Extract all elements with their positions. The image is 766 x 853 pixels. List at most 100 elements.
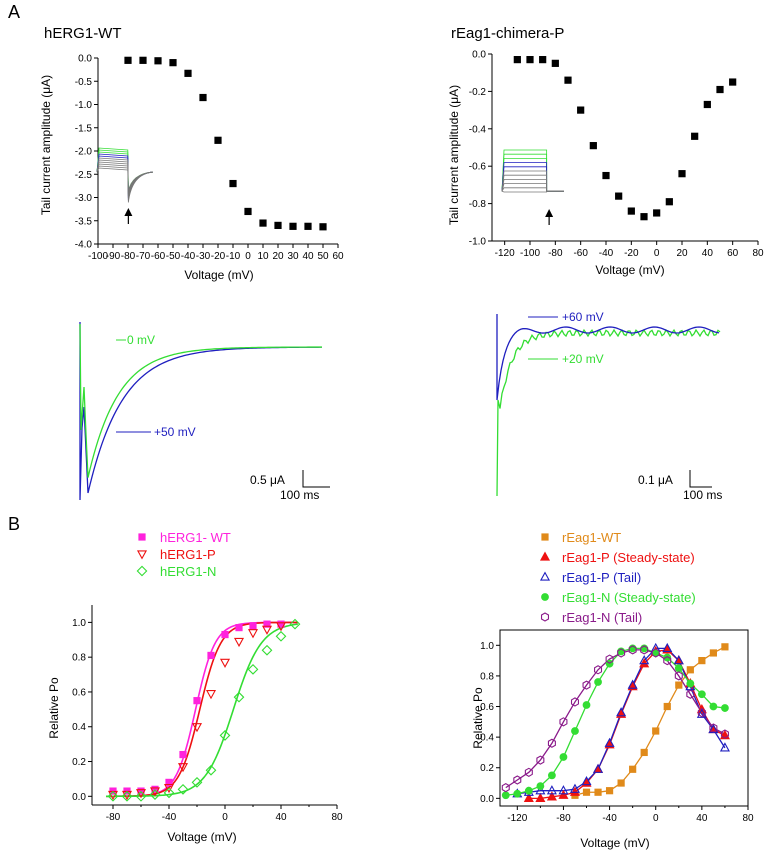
herg1-po-data-point <box>289 618 301 630</box>
p6-y-tick-label: 0.4 <box>480 733 494 744</box>
herg1-po-data-point <box>261 644 273 656</box>
p1-x-tick-label: -70 <box>136 251 151 262</box>
reag1-po-data-point <box>697 708 706 718</box>
reag1-po-data-point <box>617 779 625 787</box>
reag1-x-axis-label: Voltage (mV) <box>595 263 664 277</box>
herg1-po-data-point <box>135 790 147 802</box>
p2-data-point <box>551 59 559 67</box>
herg1-po-fit-curve <box>105 623 298 798</box>
p2-data-point <box>691 132 699 140</box>
reag1-po-data-point <box>535 792 546 802</box>
p2-data-point <box>526 56 534 64</box>
p1-data-point <box>199 93 207 102</box>
reag1-po-data-point <box>558 785 569 795</box>
reag1-po-data-point <box>639 655 650 665</box>
herg1-po-fit-curve <box>105 621 298 798</box>
herg1-po-data-point <box>219 658 231 668</box>
p2-inset-trace <box>501 174 564 192</box>
p6-y-tick-label: 1.0 <box>480 641 494 652</box>
p1-data-point <box>184 69 192 77</box>
reag1-po-data-point <box>559 753 568 761</box>
herg1-po-data-point <box>233 691 245 703</box>
herg1-po-data-point <box>233 637 245 648</box>
reag1-po-data-point <box>651 649 660 657</box>
p2-inset-trace <box>501 190 564 193</box>
p5-x-tick-label: -40 <box>162 812 177 823</box>
herg1-po-x-axis-label: Voltage (mV) <box>167 830 236 844</box>
p2-x-tick-label: 0 <box>654 248 660 259</box>
reag1-po-x-axis-label: Voltage (mV) <box>580 836 649 850</box>
herg1-po-data-point <box>207 651 215 660</box>
p2-x-tick-label: 60 <box>727 248 739 259</box>
p2-inset-trace <box>501 183 564 192</box>
herg1-po-legend-label: hERG1-P <box>160 547 216 562</box>
reag1-po-data-point <box>571 727 579 735</box>
herg1-po-data-point <box>221 630 229 639</box>
p1-data-point <box>214 136 222 144</box>
reag1-scalebar-x-label: 100 ms <box>683 488 722 502</box>
p1-x-tick-label: -60 <box>151 251 166 262</box>
p1-y-tick-label: -1.0 <box>75 100 93 111</box>
herg1-plot-title: hERG1-WT <box>44 25 122 42</box>
reag1-po-data-point <box>663 655 672 666</box>
p1-data-point <box>229 179 237 188</box>
p5-x-tick-label: 0 <box>222 812 228 823</box>
herg1-po-data-point <box>205 764 217 776</box>
p2-data-point <box>589 142 597 150</box>
p2-x-tick-label: 20 <box>676 248 688 259</box>
reag1-po-legend-label: rEag1-P (Steady-state) <box>562 550 695 565</box>
p1-y-tick-label: -3.5 <box>75 216 93 227</box>
p1-x-tick-label: 60 <box>332 251 344 262</box>
herg1-po-data-point <box>235 624 243 632</box>
herg1-po-legend-marker <box>138 533 146 541</box>
reag1-po-data-point <box>686 666 694 674</box>
p6-y-tick-label: 0.2 <box>480 763 494 774</box>
p1-inset-trace <box>96 165 154 199</box>
reag1-po-data-point <box>720 729 729 739</box>
herg1-po-data-point <box>205 690 217 700</box>
reag1-po-plot: Relative Po Voltage (mV) -120 -80 -40 0 40 80… <box>471 530 754 850</box>
p1-x-tick-label: -10 <box>226 251 241 262</box>
reag1-po-y-axis-label: Relative Po <box>471 687 485 749</box>
panel-label-b: B <box>8 514 20 534</box>
herg1-po-data-point <box>163 787 175 799</box>
p2-inset-trace <box>501 179 564 192</box>
reag1-po-data-point <box>535 785 546 795</box>
reag1-po-data-point <box>501 791 510 800</box>
reag1-po-data-point <box>605 787 614 795</box>
p1-x-tick-label: -40 <box>181 251 196 262</box>
p1-x-tick-label: -50 <box>166 251 181 262</box>
herg1-po-fit-curve <box>105 621 298 798</box>
p1-data-point <box>274 221 282 229</box>
p1-data-point <box>124 56 132 64</box>
p2-y-tick-label: -1.0 <box>469 237 487 248</box>
herg1-x-axis-label: Voltage (mV) <box>184 268 253 282</box>
p1-x-tick-label: 10 <box>257 251 269 262</box>
p1-x-tick-label: 20 <box>272 251 284 262</box>
p1-data-point <box>154 57 162 65</box>
reag1-po-data-point <box>594 788 602 796</box>
reag1-po-data-point <box>546 785 557 795</box>
herg1-po-y-axis-label: Relative Po <box>47 677 61 739</box>
reag1-po-data-point <box>721 643 729 651</box>
p5-y-tick-label: 0.8 <box>72 653 86 664</box>
reag1-trace-label-60mv: +60 mV <box>562 310 604 324</box>
herg1-trace-label-50mv: +50 mV <box>154 425 196 439</box>
reag1-po-data-point <box>582 788 591 796</box>
reag1-tail-plot: rEag1-chimera-P Tail current amplitude (… <box>447 25 764 277</box>
p2-y-tick-label: -0.2 <box>469 87 487 98</box>
herg1-po-data-point <box>165 778 173 786</box>
reag1-po-data-point <box>629 765 637 773</box>
p1-data-point <box>244 207 252 216</box>
herg1-po-data-point <box>247 663 259 675</box>
reag1-po-data-point <box>721 704 729 712</box>
p5-x-tick-label: -80 <box>106 812 121 823</box>
p2-data-point <box>615 192 623 200</box>
reag1-trace-60mv <box>496 314 720 401</box>
p2-inset-trace <box>501 158 564 192</box>
p2-x-tick-label: -100 <box>520 248 540 259</box>
reag1-po-data-point <box>709 702 718 711</box>
reag1-po-legend-marker <box>541 593 549 601</box>
reag1-po-data-point <box>524 786 533 795</box>
reag1-inset-traces <box>501 149 564 225</box>
